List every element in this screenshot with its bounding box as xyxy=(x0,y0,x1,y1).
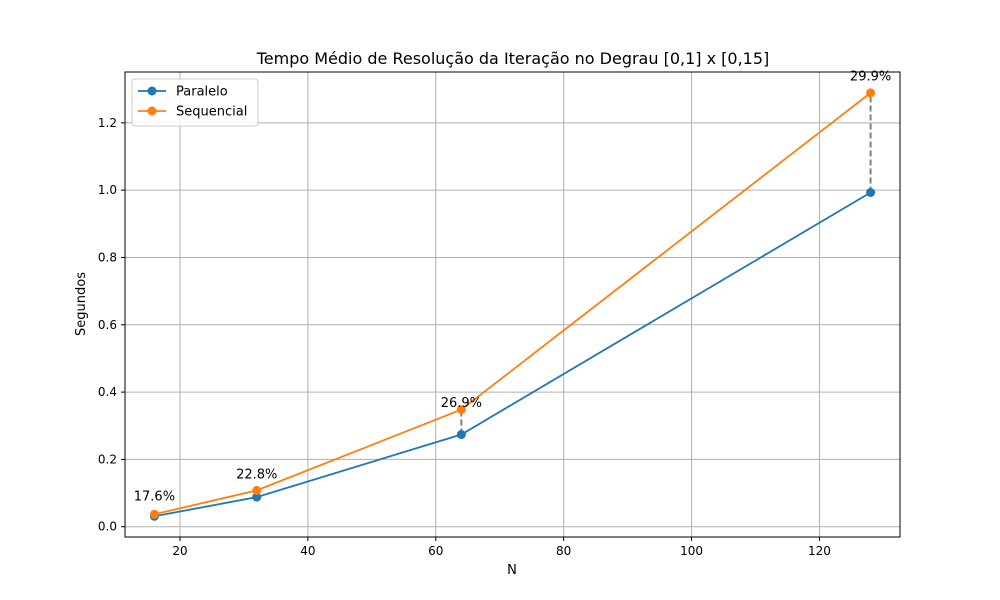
percentage-annotations: 17.6% 22.8% 26.9% 29.9% xyxy=(134,70,891,505)
percent-annotation: 26.9% xyxy=(441,396,482,411)
legend-label-sequencial: Sequencial xyxy=(176,105,247,120)
data-point-sequencial xyxy=(149,509,159,519)
chart-title: Tempo Médio de Resolução da Iteração no … xyxy=(256,49,770,68)
series-line-paralelo xyxy=(154,191,872,518)
y-axis-label: Segundos xyxy=(74,272,89,336)
data-point-sequencial xyxy=(252,485,262,495)
x-tick-label: 60 xyxy=(428,544,443,558)
percent-annotation: 17.6% xyxy=(134,489,175,504)
plot-frame xyxy=(124,71,901,538)
legend-marker-sequencial xyxy=(147,106,157,116)
legend-marker-paralelo xyxy=(147,86,157,96)
percent-annotation: 22.8% xyxy=(236,468,277,483)
x-tick-label: 40 xyxy=(300,544,315,558)
percent-annotation: 29.9% xyxy=(850,70,891,85)
data-point-sequencial xyxy=(866,88,876,98)
data-point-paralelo xyxy=(866,187,876,197)
y-tick-label: 1.2 xyxy=(98,116,117,130)
x-tick-label: 80 xyxy=(556,544,571,558)
data-point-sequencial xyxy=(456,405,466,415)
x-axis-label: N xyxy=(507,563,517,578)
y-tick-label: 0.6 xyxy=(98,318,117,332)
data-point-paralelo xyxy=(252,492,262,502)
legend: Paralelo Sequencial xyxy=(131,78,259,127)
x-tick-label: 120 xyxy=(808,544,831,558)
y-axis-ticks: 0.0 0.2 0.4 0.6 0.8 1.0 1.2 xyxy=(98,116,125,534)
data-point-paralelo xyxy=(456,430,466,440)
series-line-sequencial xyxy=(154,92,872,516)
x-tick-label: 100 xyxy=(680,544,703,558)
y-tick-label: 0.2 xyxy=(98,452,117,466)
x-axis-ticks: 20 40 60 80 100 120 xyxy=(172,537,831,558)
x-tick-label: 20 xyxy=(172,544,187,558)
y-tick-label: 1.0 xyxy=(98,183,117,197)
y-tick-label: 0.0 xyxy=(98,520,117,534)
grid xyxy=(125,72,900,537)
legend-label-paralelo: Paralelo xyxy=(176,85,228,100)
difference-connectors xyxy=(153,92,872,517)
series-group xyxy=(149,88,876,521)
y-tick-label: 0.4 xyxy=(98,385,117,399)
y-tick-label: 0.8 xyxy=(98,250,117,264)
